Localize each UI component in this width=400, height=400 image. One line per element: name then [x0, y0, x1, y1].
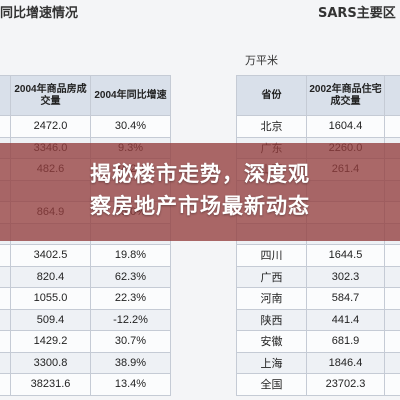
table-row: 1055.0 22.3%	[0, 287, 171, 310]
table-cell: 62.3%	[90, 265, 171, 288]
table-cell	[384, 115, 400, 138]
table-row: 3402.5 19.8%	[0, 244, 171, 267]
table-cell	[384, 373, 400, 396]
table-row: 陕西 441.4	[236, 308, 400, 331]
table-cell	[0, 373, 11, 396]
table-cell	[384, 244, 400, 267]
table-row: 509.4 -12.2%	[0, 308, 171, 331]
headline-line-2: 察房地产市场最新动态	[90, 194, 310, 218]
column-header: 2002年商品住宅成交量	[306, 75, 385, 116]
column-header: 省份	[236, 75, 307, 116]
table-cell	[0, 115, 11, 138]
table-cell: 509.4	[10, 308, 91, 331]
table-cell: 1429.2	[10, 330, 91, 353]
table-cell: 河南	[236, 287, 307, 310]
table-cell: 3300.8	[10, 351, 91, 374]
table-row: 1429.2 30.7%	[0, 330, 171, 353]
table-cell: 584.7	[306, 287, 385, 310]
table-row: 820.4 62.3%	[0, 265, 171, 288]
table-cell: 38231.6	[10, 373, 91, 396]
table-cell	[384, 265, 400, 288]
table-cell: 安徽	[236, 330, 307, 353]
table-cell: 1644.5	[306, 244, 385, 267]
table-cell	[384, 287, 400, 310]
table-cell	[0, 244, 11, 267]
table-cell: 上海	[236, 351, 307, 374]
table-cell: 820.4	[10, 265, 91, 288]
table-row: 四川 1644.5	[236, 244, 400, 267]
headline-line-1: 揭秘楼市走势，深度观	[90, 162, 310, 186]
table-cell	[384, 330, 400, 353]
table-cell: 23702.3	[306, 373, 385, 396]
headline: 揭秘楼市走势，深度观 察房地产市场最新动态	[0, 158, 400, 222]
table-cell: 441.4	[306, 308, 385, 331]
table-row: 上海 1846.4	[236, 351, 400, 374]
table-cell: 北京	[236, 115, 307, 138]
left-table-title: 同比增速情况	[0, 6, 79, 21]
table-cell: 2472.0	[10, 115, 91, 138]
table-cell: 22.3%	[90, 287, 171, 310]
table-cell	[384, 351, 400, 374]
table-row: 北京 1604.4	[236, 115, 400, 138]
table-row: 全国 23702.3	[236, 373, 400, 396]
table-cell	[0, 265, 11, 288]
table-cell: 302.3	[306, 265, 385, 288]
table-cell: -12.2%	[90, 308, 171, 331]
table-cell: 13.4%	[90, 373, 171, 396]
table-cell	[0, 308, 11, 331]
column-header	[384, 75, 400, 116]
table-row: 安徽 681.9	[236, 330, 400, 353]
table-row: 河南 584.7	[236, 287, 400, 310]
table-cell	[0, 351, 11, 374]
table-cell: 30.4%	[90, 115, 171, 138]
table-cell: 19.8%	[90, 244, 171, 267]
table-cell: 30.7%	[90, 330, 171, 353]
column-header: 2004年同比增速	[90, 75, 171, 116]
table-cell: 1846.4	[306, 351, 385, 374]
table-row: 38231.6 13.4%	[0, 373, 171, 396]
table-cell	[0, 287, 11, 310]
table-row: 2472.0 30.4%	[0, 115, 171, 138]
table-cell: 全国	[236, 373, 307, 396]
column-header: 2004年商品房成交量	[10, 75, 91, 116]
table-cell: 38.9%	[90, 351, 171, 374]
headline-banner	[0, 143, 400, 241]
right-table-title: SARS主要区	[318, 6, 396, 21]
table-row: 广西 302.3	[236, 265, 400, 288]
table-header-row: 省份 2002年商品住宅成交量	[236, 75, 400, 116]
table-cell	[384, 308, 400, 331]
table-cell: 1604.4	[306, 115, 385, 138]
column-header	[0, 75, 11, 116]
table-cell: 四川	[236, 244, 307, 267]
table-cell	[0, 330, 11, 353]
table-header-row: 2004年商品房成交量 2004年同比增速	[0, 75, 171, 116]
table-row: 3300.8 38.9%	[0, 351, 171, 374]
unit-label: 万平米	[245, 54, 278, 67]
table-cell: 681.9	[306, 330, 385, 353]
table-cell: 3402.5	[10, 244, 91, 267]
table-cell: 广西	[236, 265, 307, 288]
table-cell: 陕西	[236, 308, 307, 331]
table-cell: 1055.0	[10, 287, 91, 310]
